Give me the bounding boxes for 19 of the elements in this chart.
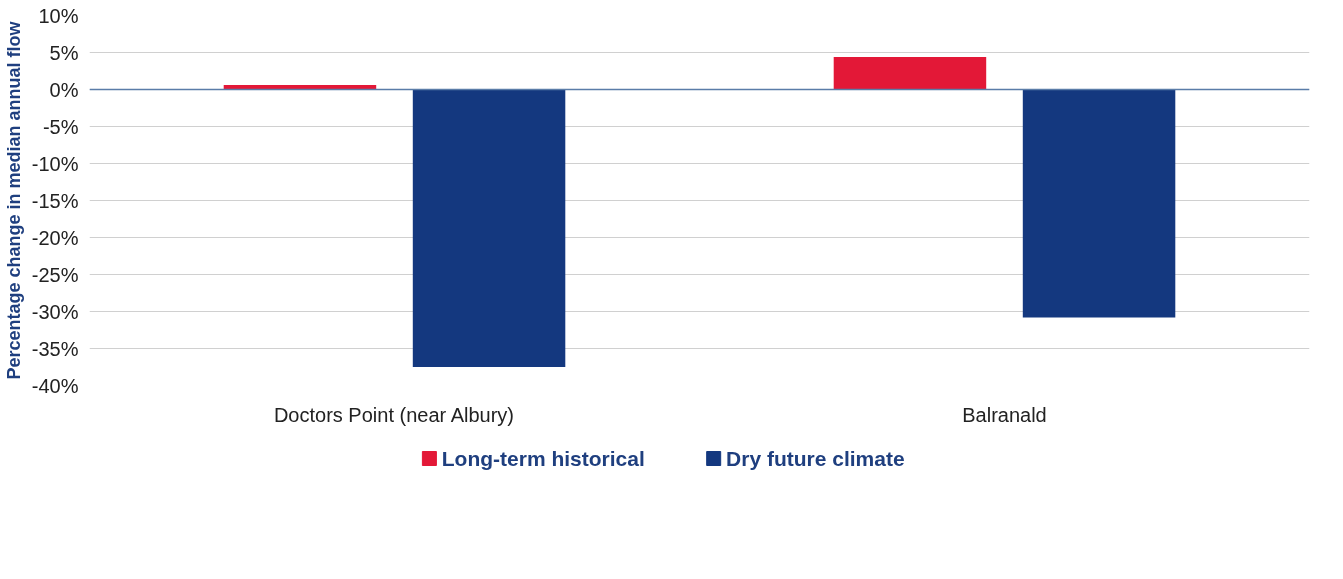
y-tick-label: -30% [31,300,79,323]
y-tick-label: 10% [38,4,79,27]
y-tick-label: -25% [31,263,79,286]
y-tick-label: 5% [49,41,79,64]
bar [412,89,566,367]
x-tick-label: Doctors Point (near Albury) [273,403,515,426]
x-tick-label: Balranald [962,403,1047,426]
y-tick-label: -20% [31,226,79,249]
y-tick-label: -40% [31,374,79,397]
legend-label: Dry future climate [726,447,905,470]
y-tick-label: -15% [31,189,79,212]
y-tick-label: -35% [31,337,79,360]
legend-label: Long-term historical [441,447,645,470]
y-tick-label: -5% [42,115,79,138]
y-axis-title: Percentage change in median annual flow [3,20,24,380]
bar [1022,89,1176,318]
bar [833,56,987,90]
y-tick-label: -10% [31,152,79,175]
y-tick-label: 0% [49,78,79,101]
